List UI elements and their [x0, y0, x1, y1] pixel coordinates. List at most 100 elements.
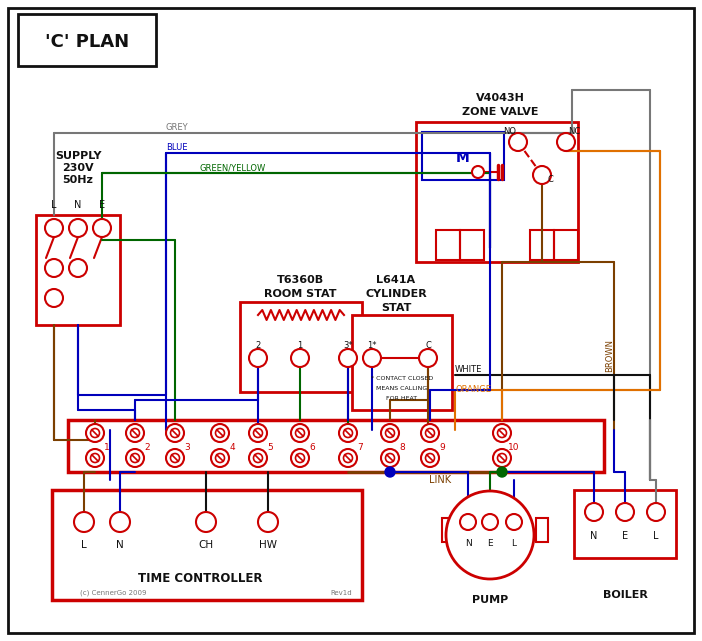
Text: (c) CennerGo 2009: (c) CennerGo 2009: [80, 590, 147, 596]
Text: N: N: [74, 200, 81, 210]
Circle shape: [421, 424, 439, 442]
Text: 3*: 3*: [343, 340, 353, 349]
Circle shape: [616, 503, 634, 521]
Text: PUMP: PUMP: [472, 595, 508, 605]
Circle shape: [126, 424, 144, 442]
Circle shape: [425, 453, 435, 463]
Text: BOILER: BOILER: [602, 590, 647, 600]
Text: Rev1d: Rev1d: [331, 590, 352, 596]
Circle shape: [291, 449, 309, 467]
Circle shape: [45, 259, 63, 277]
Circle shape: [253, 453, 263, 463]
Circle shape: [585, 503, 603, 521]
Circle shape: [339, 349, 357, 367]
Circle shape: [166, 424, 184, 442]
Text: L641A: L641A: [376, 275, 416, 285]
Circle shape: [296, 428, 305, 438]
Text: * CONTACT CLOSED: * CONTACT CLOSED: [371, 376, 433, 381]
Circle shape: [647, 503, 665, 521]
Text: E: E: [99, 200, 105, 210]
Text: N: N: [465, 538, 471, 547]
Bar: [442, 518, 454, 542]
Bar: [574, 490, 676, 558]
Circle shape: [385, 453, 395, 463]
Text: BLUE: BLUE: [166, 144, 187, 153]
Circle shape: [253, 428, 263, 438]
Circle shape: [446, 491, 534, 579]
Circle shape: [385, 428, 395, 438]
Circle shape: [339, 449, 357, 467]
Circle shape: [216, 428, 225, 438]
Circle shape: [86, 424, 104, 442]
Text: NO: NO: [503, 128, 517, 137]
Text: C: C: [547, 176, 553, 185]
Circle shape: [472, 166, 484, 178]
Circle shape: [196, 512, 216, 532]
Circle shape: [493, 449, 511, 467]
Text: 10: 10: [508, 442, 519, 451]
Circle shape: [131, 453, 140, 463]
Circle shape: [171, 428, 180, 438]
Text: ZONE VALVE: ZONE VALVE: [462, 107, 538, 117]
Circle shape: [166, 449, 184, 467]
Text: ORANGE: ORANGE: [455, 385, 491, 394]
Text: WHITE: WHITE: [455, 365, 482, 374]
Text: E: E: [487, 538, 493, 547]
Circle shape: [381, 449, 399, 467]
Circle shape: [126, 449, 144, 467]
Text: E: E: [622, 531, 628, 541]
Circle shape: [419, 349, 437, 367]
Circle shape: [216, 453, 225, 463]
Text: C: C: [425, 340, 431, 349]
Circle shape: [258, 512, 278, 532]
Circle shape: [482, 514, 498, 530]
Circle shape: [45, 289, 63, 307]
Text: 8: 8: [399, 442, 405, 451]
Bar: [52, 490, 362, 600]
Circle shape: [557, 133, 575, 151]
Circle shape: [343, 453, 352, 463]
Circle shape: [69, 259, 87, 277]
Circle shape: [493, 424, 511, 442]
Text: CH: CH: [199, 540, 213, 550]
Bar: [18, 14, 156, 66]
Text: L: L: [81, 540, 87, 550]
Circle shape: [93, 219, 111, 237]
Bar: [352, 315, 452, 410]
Text: 3: 3: [184, 442, 190, 451]
Circle shape: [69, 219, 87, 237]
Text: LINK: LINK: [429, 475, 451, 485]
Text: 5: 5: [267, 442, 273, 451]
Circle shape: [45, 219, 63, 237]
Text: 4: 4: [229, 442, 234, 451]
Circle shape: [343, 428, 352, 438]
Circle shape: [249, 349, 267, 367]
Text: HW: HW: [259, 540, 277, 550]
Bar: [36, 215, 120, 325]
Text: N: N: [116, 540, 124, 550]
Circle shape: [249, 449, 267, 467]
Circle shape: [110, 512, 130, 532]
Bar: [68, 420, 604, 472]
Bar: [536, 518, 548, 542]
Text: GREEN/YELLOW: GREEN/YELLOW: [200, 163, 266, 172]
Text: N: N: [590, 531, 597, 541]
Text: 2: 2: [256, 340, 260, 349]
Text: 1*: 1*: [367, 340, 377, 349]
Circle shape: [91, 428, 100, 438]
Text: L: L: [51, 200, 57, 210]
Circle shape: [533, 166, 551, 184]
Text: 2: 2: [144, 442, 150, 451]
Circle shape: [506, 514, 522, 530]
Circle shape: [296, 453, 305, 463]
Circle shape: [498, 453, 507, 463]
Bar: [530, 230, 554, 260]
Circle shape: [86, 449, 104, 467]
Circle shape: [425, 428, 435, 438]
Circle shape: [291, 424, 309, 442]
Bar: [416, 122, 578, 262]
Text: SUPPLY
230V
50Hz: SUPPLY 230V 50Hz: [55, 151, 101, 185]
Text: ROOM STAT: ROOM STAT: [264, 289, 336, 299]
Circle shape: [249, 424, 267, 442]
Text: L: L: [654, 531, 658, 541]
